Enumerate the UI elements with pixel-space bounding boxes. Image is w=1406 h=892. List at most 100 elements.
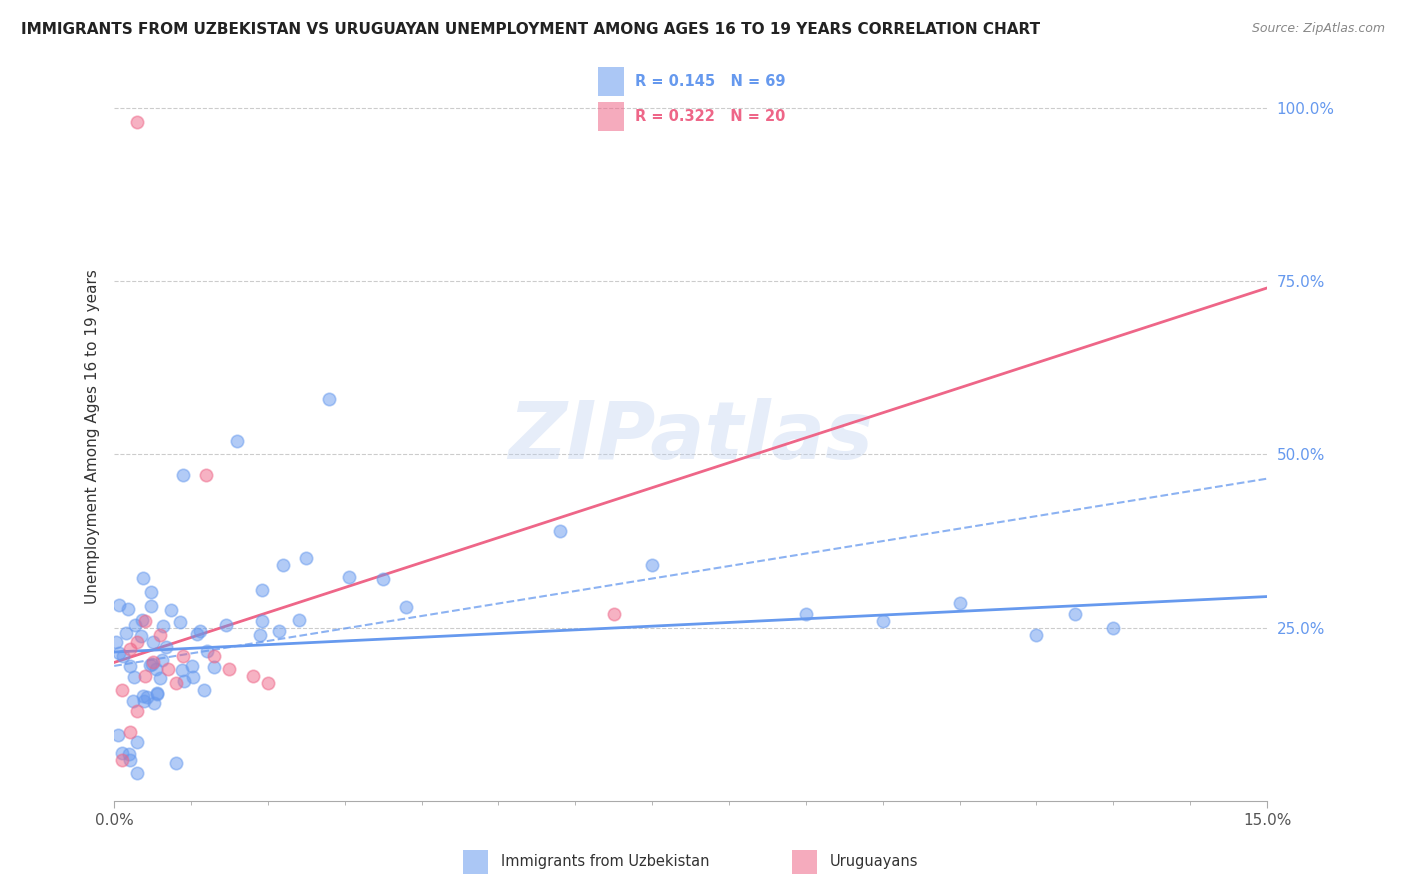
Point [152, 618, 174, 632]
Point [111, 746, 134, 760]
Point [127, 735, 149, 749]
Point [257, 676, 280, 690]
Point [202, 648, 225, 663]
Point [215, 618, 238, 632]
Point [193, 682, 215, 697]
Point [195, 644, 218, 658]
Point [129, 629, 152, 643]
Point [1064, 607, 1087, 621]
Point [117, 602, 139, 616]
Point [122, 693, 145, 707]
Point [395, 599, 418, 614]
Point [118, 641, 141, 656]
Point [118, 752, 141, 766]
Bar [792, 850, 817, 873]
Point [181, 670, 204, 684]
Bar [599, 67, 624, 95]
Point [136, 690, 159, 704]
Point [165, 756, 187, 770]
Point [295, 551, 318, 566]
Point [172, 468, 194, 483]
Point [271, 558, 294, 573]
Point [104, 635, 127, 649]
Text: Immigrants from Uzbekistan: Immigrants from Uzbekistan [501, 855, 709, 869]
Point [226, 434, 249, 448]
Point [250, 583, 273, 598]
Point [142, 656, 165, 670]
Point [111, 649, 134, 664]
Point [127, 114, 149, 128]
Point [134, 669, 156, 683]
Point [218, 662, 240, 676]
Point [111, 683, 134, 698]
Point [181, 659, 204, 673]
Y-axis label: Unemployment Among Ages 16 to 19 years: Unemployment Among Ages 16 to 19 years [86, 269, 100, 605]
Point [120, 658, 142, 673]
Point [118, 747, 141, 761]
Point [872, 614, 894, 628]
Point [108, 598, 131, 612]
Point [169, 615, 191, 630]
Point [122, 670, 145, 684]
Point [115, 626, 138, 640]
Point [1102, 621, 1125, 635]
Point [127, 634, 149, 648]
Bar [463, 850, 488, 873]
Point [603, 607, 626, 621]
Point [107, 727, 129, 741]
Point [127, 704, 149, 718]
Point [118, 724, 141, 739]
Point [548, 524, 571, 538]
Point [150, 652, 173, 666]
Text: R = 0.145   N = 69: R = 0.145 N = 69 [634, 74, 785, 89]
Point [142, 635, 165, 649]
Point [146, 687, 169, 701]
Point [131, 613, 153, 627]
Point [172, 648, 194, 663]
Point [134, 614, 156, 628]
Point [141, 599, 163, 614]
Text: IMMIGRANTS FROM UZBEKISTAN VS URUGUAYAN UNEMPLOYMENT AMONG AGES 16 TO 19 YEARS C: IMMIGRANTS FROM UZBEKISTAN VS URUGUAYAN … [21, 22, 1040, 37]
Point [132, 570, 155, 584]
Point [267, 624, 290, 638]
Point [149, 671, 172, 685]
Point [138, 658, 160, 673]
Text: R = 0.322   N = 20: R = 0.322 N = 20 [634, 109, 785, 124]
Point [107, 647, 129, 661]
Point [131, 689, 153, 703]
Point [641, 558, 664, 573]
Point [1025, 628, 1047, 642]
Point [159, 602, 181, 616]
Point [172, 663, 194, 677]
Point [156, 662, 179, 676]
Point [141, 584, 163, 599]
Point [287, 613, 309, 627]
Point [111, 752, 134, 766]
Point [794, 607, 817, 621]
Text: ZIPatlas: ZIPatlas [508, 398, 873, 476]
Text: Uruguayans: Uruguayans [830, 855, 918, 869]
Point [195, 468, 218, 483]
Point [155, 640, 177, 654]
Point [337, 570, 360, 584]
Point [132, 694, 155, 708]
Point [143, 696, 166, 710]
Point [149, 628, 172, 642]
Point [124, 618, 146, 632]
Point [127, 766, 149, 780]
Point [145, 662, 167, 676]
Point [250, 614, 273, 628]
Point [242, 669, 264, 683]
Point [188, 624, 211, 638]
Point [249, 627, 271, 641]
Point [141, 657, 163, 671]
Bar [599, 102, 624, 130]
Point [318, 392, 340, 406]
Text: Source: ZipAtlas.com: Source: ZipAtlas.com [1251, 22, 1385, 36]
Point [173, 674, 195, 689]
Point [373, 572, 395, 586]
Point [949, 597, 972, 611]
Point [146, 686, 169, 700]
Point [202, 659, 225, 673]
Point [186, 626, 208, 640]
